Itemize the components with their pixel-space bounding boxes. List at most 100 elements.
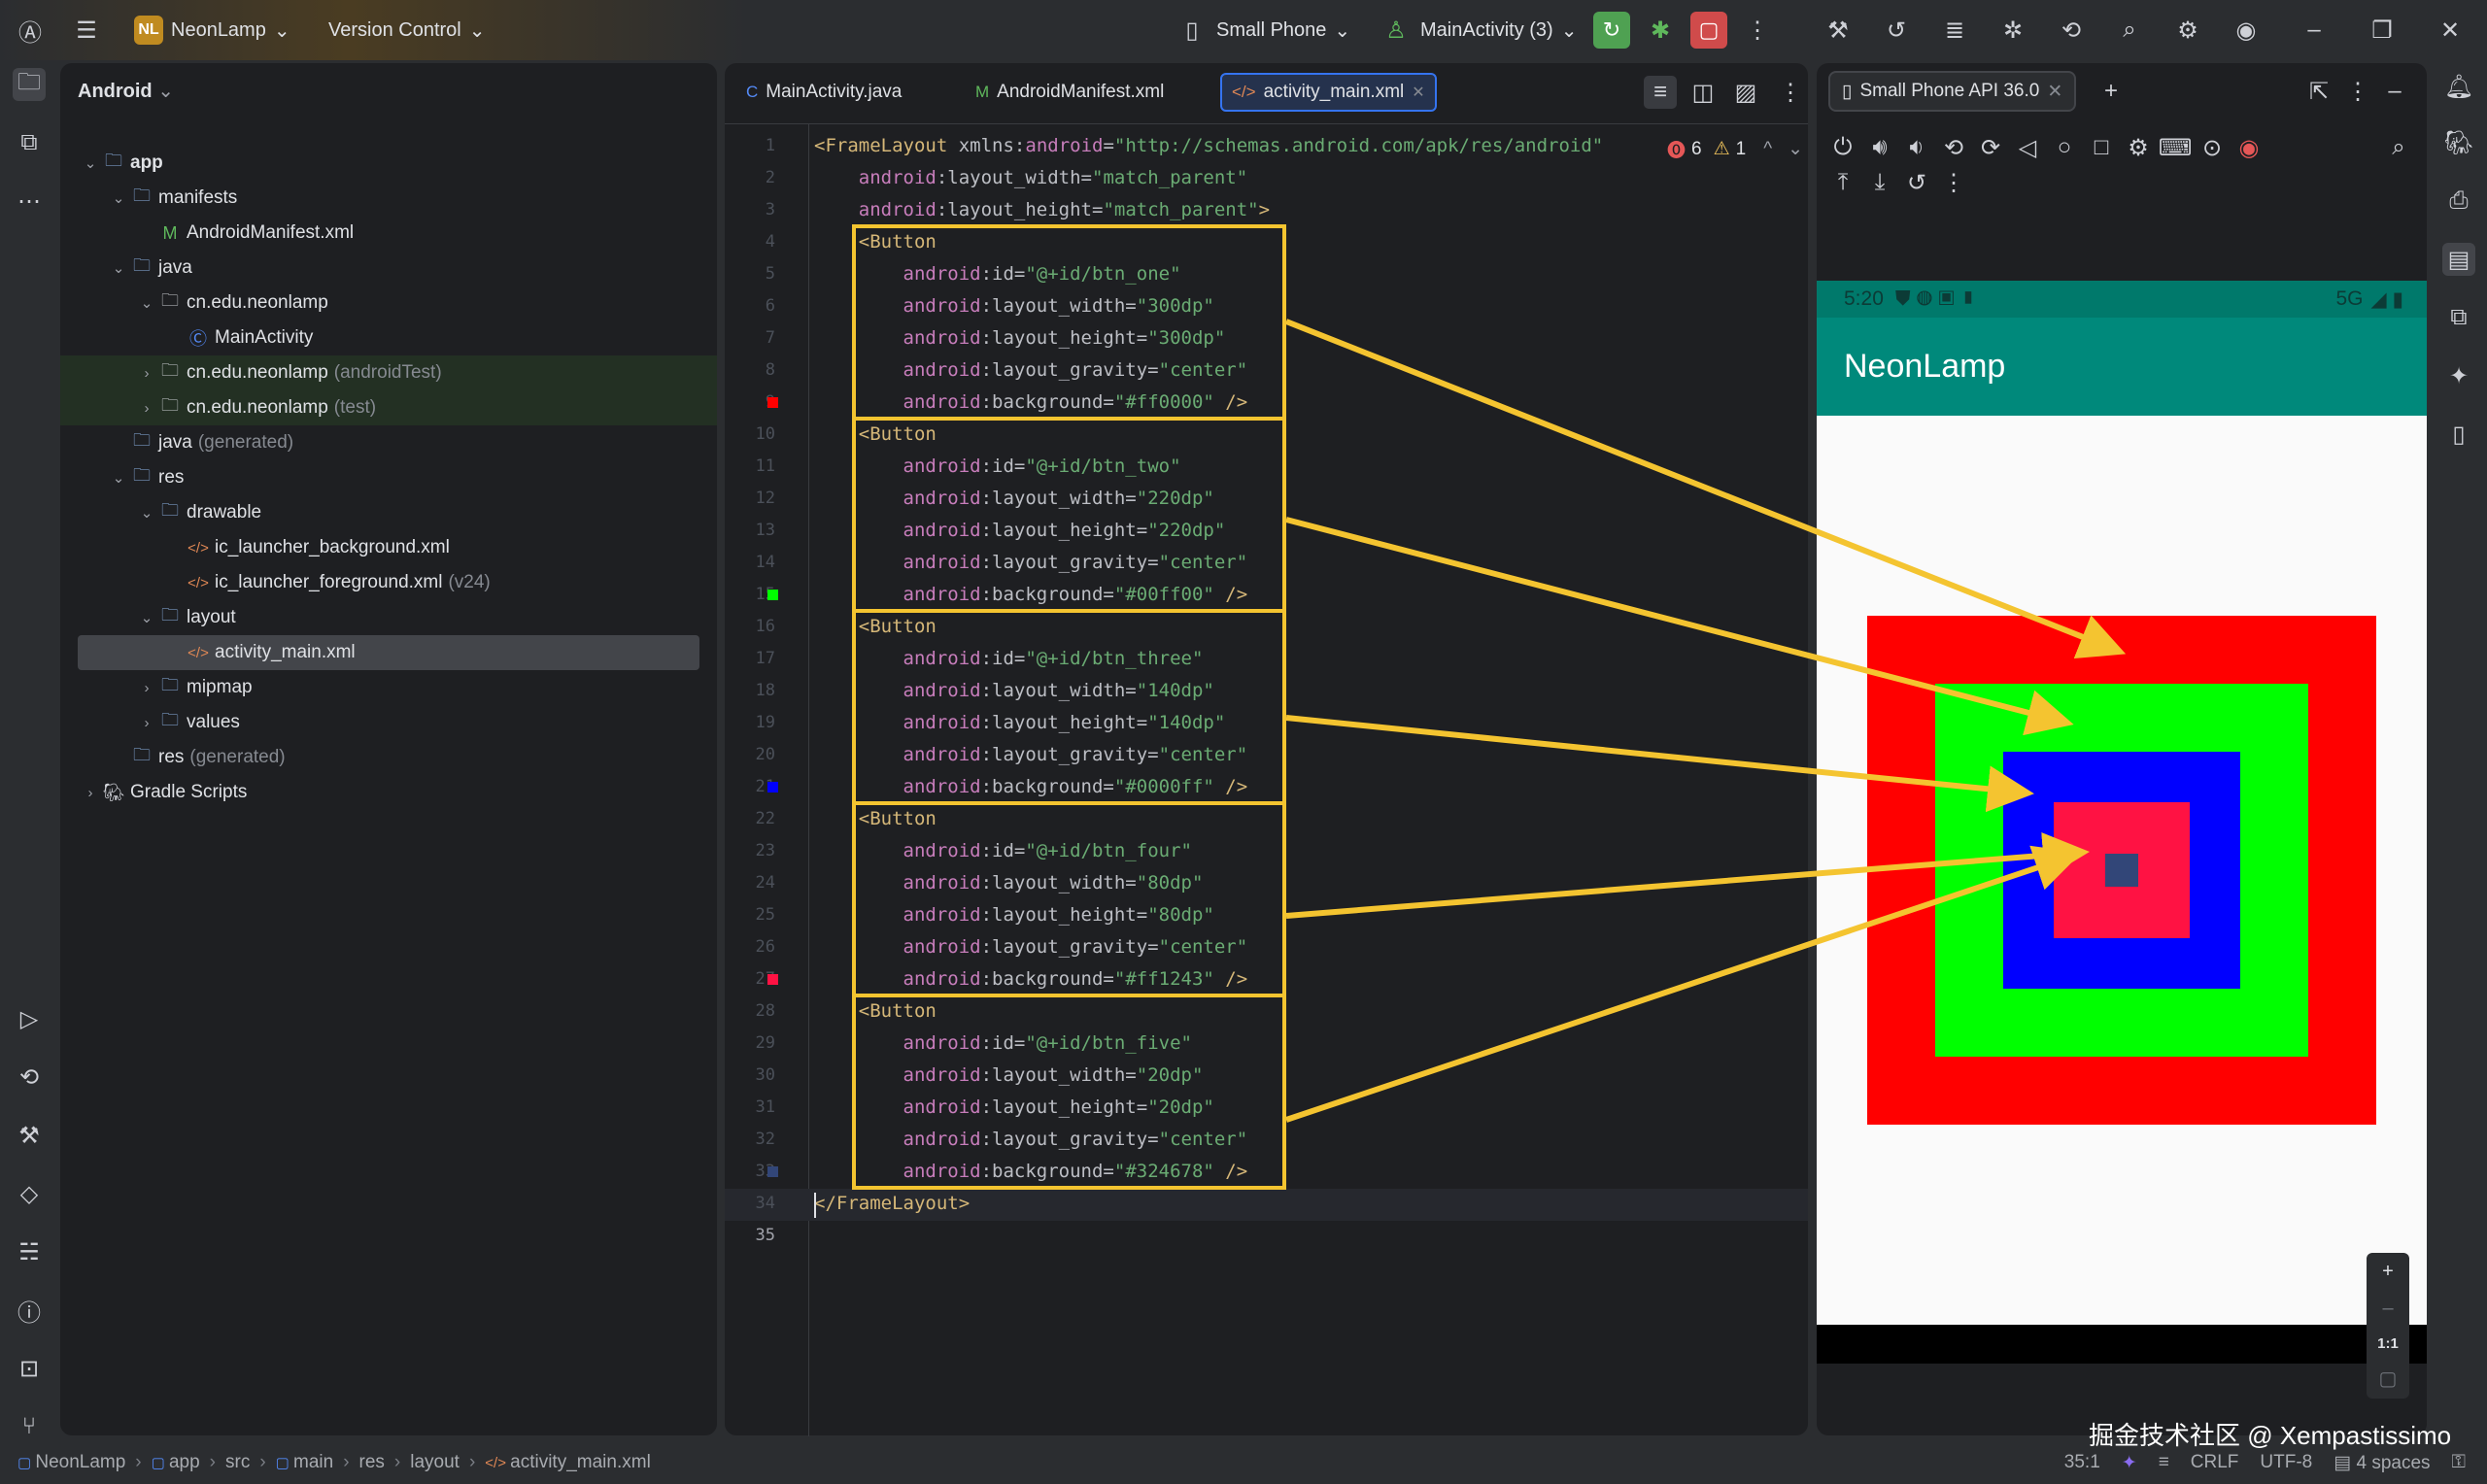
breadcrumb-item[interactable]: </> activity_main.xml (485, 1452, 651, 1472)
stop-button[interactable]: ▢ (1690, 12, 1727, 49)
color-swatch-icon[interactable] (767, 397, 778, 408)
caret-position[interactable]: 35:1 (2063, 1452, 2100, 1472)
logcat-icon[interactable]: ≣ (1944, 17, 1965, 44)
tree-item[interactable]: M AndroidManifest.xml (60, 216, 717, 251)
tree-item[interactable]: › 🐘︎ Gradle Scripts (60, 775, 717, 810)
volume-up-icon[interactable]: 🔊︎ (1872, 134, 1888, 160)
minimize-icon[interactable]: – (2388, 78, 2402, 104)
folder-icon[interactable]: 🗀 (13, 68, 46, 101)
more-icon[interactable]: ⋮ (2346, 78, 2369, 105)
chevron-down-icon[interactable]: ⌄ (112, 470, 125, 487)
search-icon[interactable]: ⌕ (2123, 17, 2136, 43)
power-icon[interactable]: ⏻ (1833, 134, 1853, 160)
run-config-selector[interactable]: ♙ MainActivity (3) ⌄ (1380, 14, 1577, 47)
tree-item[interactable]: </> activity_main.xml (60, 635, 717, 670)
tree-item[interactable]: ⌄ 🗀 cn.edu.neonlamp (60, 286, 717, 320)
tab-activity_main-xml[interactable]: </> activity_main.xml ✕ (1220, 73, 1437, 112)
button-btn_five[interactable] (2104, 853, 2139, 888)
screenshot-icon[interactable]: ⊙ (2201, 134, 2223, 161)
device-screen[interactable]: 5:20 ⛊ ◍ ▣ ▮ 5G ◢ ▮ NeonLamp (1817, 281, 2427, 1364)
device-tab[interactable]: ▯ Small Phone API 36.0 ✕ (1828, 71, 2077, 112)
resource-manager-icon[interactable]: ⧉ (20, 129, 38, 155)
device-mirroring-icon[interactable]: ⧉ (2450, 304, 2468, 330)
tree-item[interactable]: </> ic_launcher_foreground.xml (v24) (60, 565, 717, 600)
project-selector[interactable]: NL NeonLamp ⌄ (134, 14, 290, 47)
chevron-down-icon[interactable]: ⌄ (112, 260, 125, 277)
more-icon[interactable]: ⋮ (1779, 79, 1802, 106)
tree-item[interactable]: </> ic_launcher_background.xml (60, 530, 717, 565)
line-separator[interactable]: CRLF (2190, 1452, 2239, 1472)
upload-icon[interactable]: ⤒ (1837, 169, 1849, 195)
gemini-status-icon[interactable]: ✦ (2121, 1452, 2137, 1473)
breadcrumb-item[interactable]: ▢ app (151, 1452, 200, 1472)
chevron-right-icon[interactable]: › (87, 784, 93, 801)
tree-item[interactable]: ⌄ 🗀 layout (60, 600, 717, 635)
tree-item[interactable]: ⌄ 🗀 manifests (60, 181, 717, 216)
chevron-up-icon[interactable]: ^ (1763, 138, 1773, 159)
device-selector[interactable]: ▯ Small Phone ⌄ (1175, 14, 1350, 47)
chevron-down-icon[interactable]: ⌄ (112, 190, 125, 207)
tree-item[interactable]: 🗀 java (generated) (60, 425, 717, 460)
reset-icon[interactable]: ↺ (1906, 169, 1927, 196)
gemini-icon[interactable]: ✦ (2448, 362, 2470, 389)
gradle-icon[interactable]: 🐘︎ (2443, 129, 2474, 156)
tree-item[interactable]: 🗀 res (generated) (60, 740, 717, 775)
run-icon[interactable]: ▷ (19, 1005, 39, 1032)
detach-icon[interactable]: ⇱ (2308, 78, 2330, 105)
tree-item[interactable]: › 🗀 mipmap (60, 670, 717, 705)
tree-item[interactable]: ⌄ 🗀 app (60, 146, 717, 181)
breadcrumb-item[interactable]: ▢ NeonLamp (17, 1452, 126, 1472)
problems-icon[interactable]: ⓘ (17, 1299, 41, 1327)
zoom-out-icon[interactable]: – (2382, 1298, 2394, 1320)
rerun-button[interactable]: ↻ (1593, 12, 1630, 49)
chevron-down-icon[interactable]: ⌄ (140, 505, 153, 522)
lock-icon[interactable]: ⚿ (2451, 1452, 2466, 1472)
line-separator-icon[interactable]: ≡ (2158, 1452, 2169, 1472)
zoom-in-icon[interactable]: + (2382, 1260, 2394, 1282)
more-icon[interactable]: ⋮ (1942, 169, 1965, 196)
gradle-sync-icon[interactable]: ⟲ (2061, 17, 2082, 44)
color-swatch-icon[interactable] (767, 974, 778, 985)
more-icon[interactable]: ⋮ (1746, 17, 1769, 44)
tab-mainactivity-java[interactable]: C MainActivity.java (736, 73, 911, 112)
app-inspection-icon[interactable]: ⟲ (18, 1063, 40, 1091)
debug-icon[interactable]: ✱ (1650, 17, 1671, 44)
version-control-menu[interactable]: Version Control ⌄ (328, 18, 486, 42)
chevron-down-icon[interactable]: ⌄ (140, 295, 153, 312)
chevron-right-icon[interactable]: › (144, 364, 150, 382)
logcat-icon[interactable]: ☵ (18, 1238, 40, 1265)
tree-item[interactable]: ⌄ 🗀 res (60, 460, 717, 495)
git-icon[interactable]: ⑂ (21, 1413, 37, 1439)
close-icon[interactable]: ✕ (1412, 84, 1425, 101)
breadcrumb-item[interactable]: layout (410, 1452, 460, 1472)
account-icon[interactable]: ◉ (2235, 17, 2257, 44)
file-encoding[interactable]: UTF-8 (2260, 1452, 2313, 1472)
tree-item[interactable]: › 🗀 cn.edu.neonlamp (androidTest) (60, 355, 717, 390)
close-icon[interactable]: ✕ (2047, 81, 2063, 102)
tree-item[interactable]: ⌄ 🗀 java (60, 251, 717, 286)
rotate-left-icon[interactable]: ⟲ (1943, 134, 1964, 161)
build-icon[interactable]: ⚒ (18, 1122, 40, 1149)
project-view-selector[interactable]: Android ⌄ (78, 81, 174, 102)
device-manager-icon[interactable]: ⎙ (2449, 187, 2469, 214)
tree-item[interactable]: Ⓒ MainActivity (60, 320, 717, 355)
close-icon[interactable]: ✕ (2439, 17, 2461, 44)
home-icon[interactable]: ○ (2057, 134, 2072, 160)
code-view-icon[interactable]: ≡ (1644, 76, 1677, 109)
design-view-icon[interactable]: ▨ (1734, 79, 1757, 106)
minimize-icon[interactable]: – (2307, 17, 2321, 43)
add-device-icon[interactable]: + (2103, 78, 2118, 104)
record-icon[interactable]: ◉ (2238, 134, 2260, 161)
color-swatch-icon[interactable] (767, 590, 778, 600)
inspect-icon[interactable]: ⌕ (2392, 134, 2405, 160)
zoom-fit-icon[interactable]: ▢ (2378, 1368, 2398, 1391)
device-settings-icon[interactable]: ⚙ (2128, 134, 2149, 161)
restore-icon[interactable]: ❐ (2371, 17, 2393, 44)
breadcrumb-item[interactable]: res (358, 1452, 385, 1472)
split-view-icon[interactable]: ◫ (1691, 79, 1715, 106)
tree-item[interactable]: ⌄ 🗀 drawable (60, 495, 717, 530)
chevron-right-icon[interactable]: › (144, 714, 150, 731)
device-explorer-icon[interactable]: ▯ (2452, 421, 2466, 448)
indent[interactable]: ▤ 4 spaces (2334, 1452, 2431, 1473)
